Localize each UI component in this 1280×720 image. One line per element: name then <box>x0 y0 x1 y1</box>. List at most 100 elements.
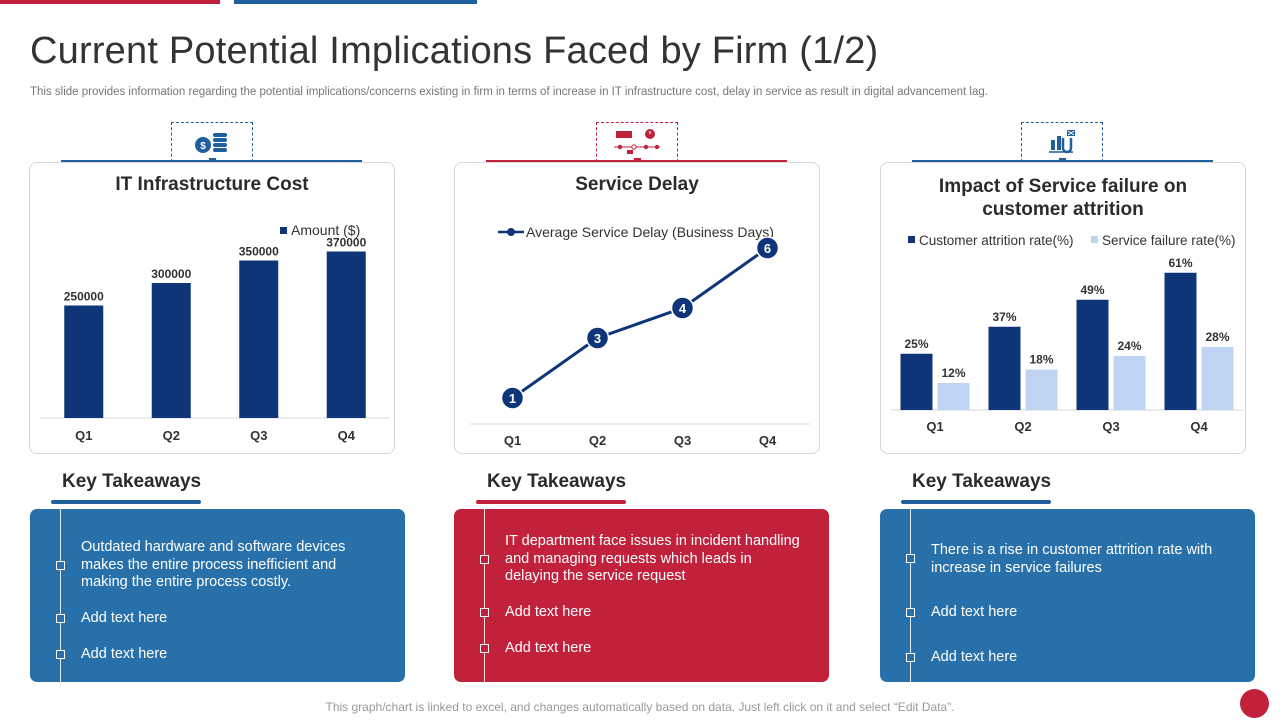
series-line <box>511 246 769 400</box>
grouped-bar-chart-attrition: Customer attrition rate(%) Service failur… <box>891 233 1243 434</box>
bullet-marker <box>906 653 915 662</box>
bullet-marker <box>56 614 65 623</box>
data-label: 250000 <box>64 290 104 304</box>
takeaway-item: Add text here <box>81 646 168 662</box>
takeaways-heading: Key Takeaways <box>487 471 627 492</box>
tick-label: Q1 <box>75 428 92 443</box>
data-point <box>585 326 610 350</box>
bar <box>64 305 104 418</box>
takeaways-heading: Key Takeaways <box>62 471 202 492</box>
customer-attrition-icon <box>1049 130 1075 154</box>
bullet-marker <box>906 554 915 563</box>
takeaway-item: IT department face issues in incident ha… <box>505 533 800 584</box>
takeaways-panel: IT department face issues in incident ha… <box>454 509 829 682</box>
bar-service-failure <box>1025 369 1058 410</box>
bar-service-failure <box>1113 356 1146 410</box>
icon-box <box>596 122 678 165</box>
card-title: Impact of Service failure on customer at… <box>938 176 1188 220</box>
takeaways-heading: Key Takeaways <box>912 471 1052 492</box>
bar-service-failure <box>1201 347 1234 410</box>
tick-label: Q1 <box>926 419 943 434</box>
data-point <box>670 296 695 320</box>
tick-label: Q4 <box>338 428 356 443</box>
chart-card-attrition: Impact of Service failure on customer at… <box>880 162 1246 454</box>
data-label: 300000 <box>151 267 191 281</box>
tick-label: Q2 <box>1014 419 1031 434</box>
takeaways-underline <box>51 500 201 504</box>
takeaway-item: Add text here <box>81 610 168 626</box>
top-accent-bar-red <box>0 0 220 4</box>
chart-card-it-cost: IT Infrastructure Cost Amount ($) 250000 Q… <box>29 162 395 454</box>
legend-label: Customer attrition rate(%) <box>919 233 1074 248</box>
icon-box: $ <box>171 122 253 165</box>
bar <box>151 283 191 418</box>
bar <box>326 251 366 418</box>
footer-note: This graph/chart is linked to excel, and… <box>325 700 955 714</box>
data-label: 24% <box>1117 339 1141 353</box>
icon-box <box>1021 122 1103 165</box>
page-subtitle: This slide provides information regardin… <box>30 86 988 98</box>
data-label: 3 <box>594 331 601 346</box>
takeaways-underline <box>901 500 1051 504</box>
tick-label: Q2 <box>589 433 606 448</box>
data-label: 1 <box>509 391 516 406</box>
tick-label: Q1 <box>504 433 521 448</box>
bullet-marker <box>56 561 65 570</box>
bullet-marker <box>480 555 489 564</box>
data-label: 4 <box>679 301 687 316</box>
data-label: 350000 <box>239 245 279 259</box>
takeaway-item: Outdated hardware and software devices m… <box>81 539 346 590</box>
svg-text:$: $ <box>200 141 206 152</box>
data-label: 6 <box>764 241 771 256</box>
data-label: 12% <box>941 366 965 380</box>
money-coins-icon: $ <box>195 133 227 153</box>
data-label: 18% <box>1029 353 1053 367</box>
tick-label: Q4 <box>759 433 777 448</box>
data-label: 37% <box>992 310 1016 324</box>
line-chart-service-delay: Average Service Delay (Business Days) 1 Q1… <box>470 224 810 448</box>
takeaways-panel: There is a rise in customer attrition ra… <box>880 509 1255 682</box>
takeaways-underline <box>476 500 626 504</box>
legend-label: Amount ($) <box>291 222 360 238</box>
page-title: Current Potential Implications Faced by … <box>30 30 879 72</box>
takeaways-panel: Outdated hardware and software devices m… <box>30 509 405 682</box>
data-point <box>755 236 780 260</box>
corner-decoration <box>1240 689 1269 718</box>
bullet-marker <box>480 644 489 653</box>
tick-label: Q4 <box>1190 419 1208 434</box>
legend-swatch <box>280 227 287 234</box>
legend-label: Service failure rate(%) <box>1102 233 1236 248</box>
card-title: IT Infrastructure Cost <box>115 174 309 195</box>
bar-attrition <box>1164 272 1197 410</box>
data-label: 61% <box>1168 256 1192 270</box>
bar-service-failure <box>937 383 970 410</box>
legend-marker <box>507 228 515 236</box>
tick-label: Q3 <box>674 433 691 448</box>
bar-attrition <box>988 326 1021 410</box>
data-label: 49% <box>1080 283 1104 297</box>
chart-card-service-delay: Service Delay Average Service Delay (Bus… <box>454 162 820 454</box>
data-label: 25% <box>904 337 928 351</box>
top-accent-bar-blue <box>234 0 477 4</box>
data-point <box>500 386 525 410</box>
tick-label: Q2 <box>163 428 180 443</box>
takeaway-item: Add text here <box>505 604 592 620</box>
bar-attrition <box>1076 299 1109 410</box>
legend-swatch <box>908 236 915 243</box>
data-label: 28% <box>1205 330 1229 344</box>
card-title: Service Delay <box>575 174 699 195</box>
legend-swatch <box>1091 236 1098 243</box>
bar-attrition <box>900 353 933 410</box>
bullet-marker <box>480 608 489 617</box>
data-label: 370000 <box>326 236 366 250</box>
hourglass-timeline-icon <box>614 129 660 154</box>
legend-label: Average Service Delay (Business Days) <box>526 224 774 240</box>
tick-label: Q3 <box>1102 419 1119 434</box>
takeaway-item: Add text here <box>931 604 1018 620</box>
bullet-marker <box>56 650 65 659</box>
tick-label: Q3 <box>250 428 267 443</box>
takeaway-item: Add text here <box>931 649 1018 665</box>
bullet-marker <box>906 608 915 617</box>
takeaway-item: There is a rise in customer attrition ra… <box>931 542 1213 576</box>
takeaway-item: Add text here <box>505 640 592 656</box>
